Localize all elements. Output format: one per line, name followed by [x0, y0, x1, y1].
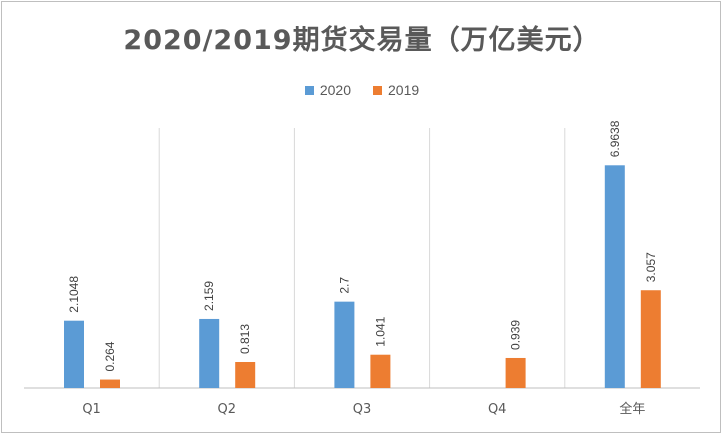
bar-2019-Q2 — [235, 362, 256, 388]
x-tick-label: Q3 — [353, 402, 372, 417]
data-label-2019-Q1: 0.264 — [103, 341, 117, 371]
x-tick-label: Q1 — [82, 402, 101, 417]
legend: 2020 2019 — [0, 82, 724, 98]
x-tick-label: Q4 — [488, 402, 507, 417]
bar-2019-Q4 — [505, 357, 526, 388]
legend-swatch-2020 — [304, 85, 314, 95]
bar-2019-Q1 — [100, 379, 120, 388]
data-label-2020-Q2: 2.159 — [202, 281, 216, 311]
data-label-2019-Q3: 1.041 — [373, 316, 387, 346]
bar-2019-全年 — [640, 290, 661, 388]
gridlines — [24, 128, 700, 389]
data-label-2020-全年: 6.9638 — [608, 120, 622, 157]
x-ticks: Q1 Q2 Q3 Q4 全年 — [82, 401, 645, 417]
data-label-2019-Q4: 0.939 — [509, 320, 523, 350]
bar-2020-Q3 — [334, 301, 355, 388]
legend-label-2019: 2019 — [388, 82, 420, 98]
legend-swatch-2019 — [373, 85, 382, 95]
bar-2020-Q1 — [64, 320, 84, 388]
data-label-2019-全年: 3.057 — [644, 252, 658, 282]
bar-labels: 2.1048 2.159 2.7 6.9638 0.264 0.813 1.041 0.939… — [67, 120, 658, 371]
data-label-2020-Q1: 2.1048 — [67, 276, 81, 313]
bar-2020-Q2 — [199, 318, 220, 388]
data-label-2019-Q2: 0.813 — [238, 324, 252, 354]
bar-2019-Q3 — [370, 354, 391, 388]
legend-item-2020: 2020 — [304, 82, 351, 98]
bars — [64, 165, 661, 388]
data-label-2020-Q3: 2.7 — [337, 277, 351, 294]
x-tick-label: 全年 — [619, 401, 645, 417]
chart-title: 2020/2019期货交易量（万亿美元） — [123, 25, 601, 56]
legend-label-2020: 2020 — [319, 82, 351, 98]
bar-2020-全年 — [604, 165, 625, 388]
legend-item-2019: 2019 — [373, 82, 419, 98]
x-tick-label: Q2 — [218, 402, 237, 417]
